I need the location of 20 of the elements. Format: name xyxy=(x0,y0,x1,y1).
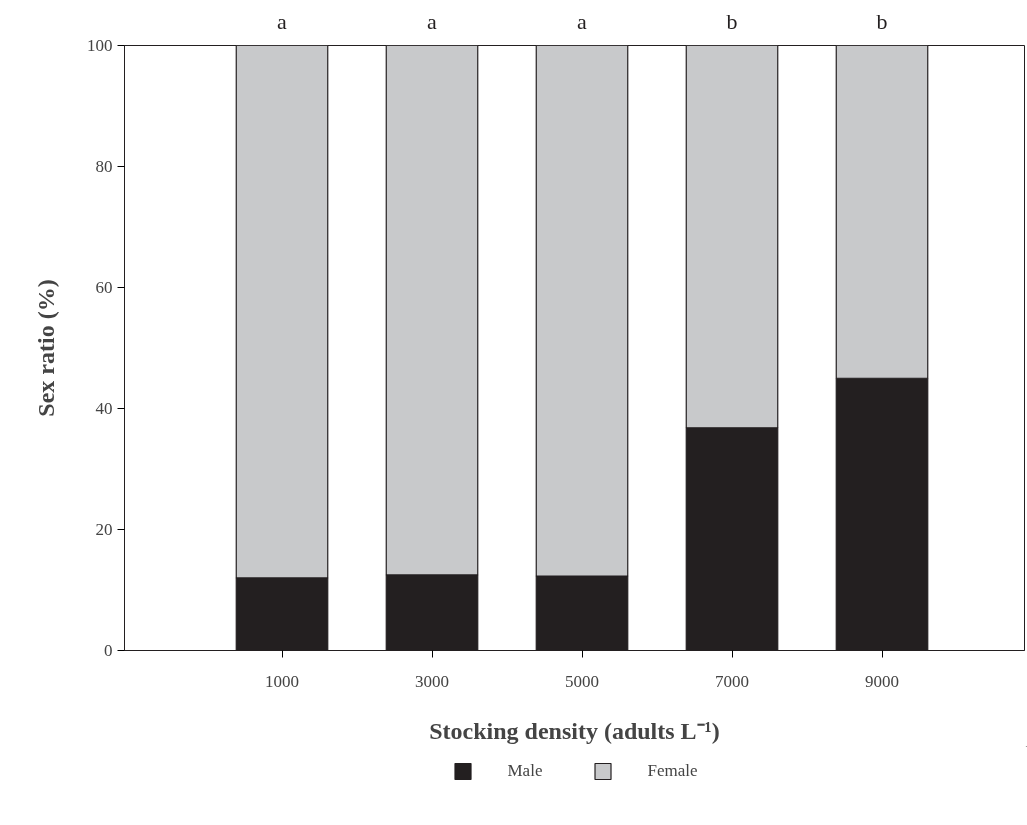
y-tick-label: 100 xyxy=(87,36,113,55)
y-tick-label: 0 xyxy=(104,641,113,660)
annotation: b xyxy=(726,8,738,34)
x-tick-label: 1000 xyxy=(265,671,299,691)
x-tick-label: 7000 xyxy=(715,671,749,691)
legend-label: Male xyxy=(507,761,543,781)
annotation: b xyxy=(876,8,888,34)
legend-label: Female xyxy=(647,761,698,781)
annotation: a xyxy=(277,8,288,34)
x-tick-label: 5000 xyxy=(565,671,599,691)
y-tick-label: 60 xyxy=(95,278,113,297)
x-tick-label: 3000 xyxy=(415,671,449,691)
x-tick-label: 9000 xyxy=(865,671,899,691)
annotation: a xyxy=(577,8,588,34)
annotation: a xyxy=(427,8,438,34)
y-tick-label: 80 xyxy=(95,157,113,176)
y-tick-label: 20 xyxy=(95,520,113,539)
y-tick-label: 40 xyxy=(95,399,113,418)
x-axis-title: Stocking density (adults L⁻¹) xyxy=(429,717,720,744)
y-axis-title: Sex ratio (%) xyxy=(33,279,59,417)
